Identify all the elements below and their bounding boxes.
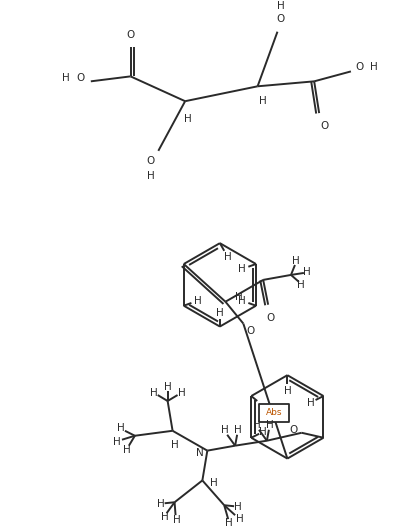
Text: H: H bbox=[211, 478, 218, 488]
Text: H: H bbox=[194, 296, 202, 306]
Text: O: O bbox=[126, 30, 134, 40]
Text: H: H bbox=[235, 292, 243, 302]
Text: O: O bbox=[320, 121, 328, 131]
Text: H: H bbox=[171, 440, 179, 450]
Text: H: H bbox=[370, 62, 377, 72]
Text: H: H bbox=[117, 423, 125, 433]
Text: H: H bbox=[184, 114, 192, 124]
Text: H: H bbox=[161, 512, 168, 522]
Text: H: H bbox=[123, 445, 131, 454]
Text: H: H bbox=[173, 515, 181, 525]
Text: H: H bbox=[253, 420, 261, 430]
Text: N: N bbox=[196, 448, 203, 458]
Text: O: O bbox=[276, 14, 285, 24]
Text: Abs: Abs bbox=[266, 408, 282, 417]
Text: H: H bbox=[234, 425, 242, 435]
Text: O: O bbox=[77, 74, 85, 84]
Text: H: H bbox=[150, 388, 158, 398]
Text: H: H bbox=[259, 96, 266, 106]
Text: H: H bbox=[224, 252, 232, 262]
Text: H: H bbox=[178, 388, 185, 398]
Text: H: H bbox=[292, 256, 300, 266]
Bar bbox=[259, 404, 289, 422]
Text: H: H bbox=[157, 499, 164, 509]
Text: O: O bbox=[356, 62, 364, 72]
Text: H: H bbox=[164, 382, 171, 392]
Text: O: O bbox=[290, 425, 298, 435]
Text: H: H bbox=[284, 386, 291, 396]
Text: H: H bbox=[259, 427, 267, 437]
Text: H: H bbox=[221, 425, 229, 435]
Text: O: O bbox=[146, 156, 154, 166]
Text: H: H bbox=[216, 308, 224, 317]
Text: H: H bbox=[238, 264, 246, 274]
Text: H: H bbox=[238, 296, 246, 306]
Text: H: H bbox=[307, 398, 314, 408]
Text: O: O bbox=[246, 325, 254, 335]
Text: H: H bbox=[277, 1, 284, 11]
Text: H: H bbox=[225, 518, 233, 528]
Text: H: H bbox=[62, 74, 70, 84]
Text: H: H bbox=[303, 267, 311, 277]
Text: H: H bbox=[297, 280, 305, 290]
Text: H: H bbox=[266, 420, 274, 430]
Text: H: H bbox=[113, 437, 121, 446]
Text: H: H bbox=[147, 171, 154, 180]
Text: H: H bbox=[236, 514, 244, 524]
Text: O: O bbox=[266, 313, 274, 323]
Text: H: H bbox=[234, 502, 242, 512]
